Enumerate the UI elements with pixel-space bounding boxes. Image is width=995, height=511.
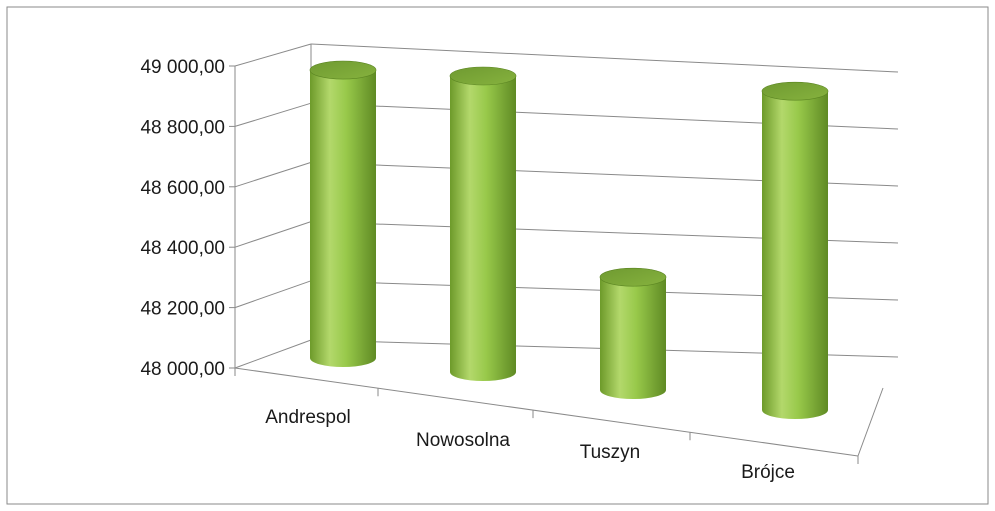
floor-right-edge [857,387,884,457]
x-tick-label: Tuszyn [580,442,641,463]
y-tick-label: 48 400,00 [140,238,225,259]
bar-body [762,91,828,419]
y-axis: 48 000,00 48 200,00 48 400,00 48 600,00 48 8… [140,57,236,380]
bar-nowosolna [449,66,517,382]
x-tick-label: Andrespol [265,407,351,428]
bar-body [450,75,516,382]
y-tick-label: 48 200,00 [140,299,225,320]
bar-body [310,70,376,367]
y-tick-label: 48 600,00 [140,178,225,199]
bar-top [449,66,517,86]
side-gridline [234,339,312,369]
chart-border [6,6,989,505]
side-gridline [234,43,312,67]
side-gridline [234,102,312,127]
side-gridline [234,280,312,309]
bar-top [761,81,829,101]
back-gridline [310,43,899,73]
y-tick-label: 48 800,00 [140,117,225,138]
x-axis-labels: Andrespol Nowosolna Tuszyn Brójce [265,407,795,483]
bars-group [309,60,829,419]
bar-top [599,267,667,287]
y-tick-label: 49 000,00 [140,57,225,78]
bar-body [600,277,666,399]
x-tick-label: Nowosolna [416,430,510,451]
bar-andrespol [309,60,377,367]
bar-top [309,60,377,80]
chart-floor [234,367,884,464]
side-gridline [234,161,312,188]
bar-tuszyn [599,267,667,399]
floor-front-edge [234,367,859,457]
x-tick-label: Brójce [741,462,795,483]
bar-brójce [761,81,829,419]
side-gridline [234,221,312,248]
y-tick-label: 48 000,00 [140,359,225,380]
